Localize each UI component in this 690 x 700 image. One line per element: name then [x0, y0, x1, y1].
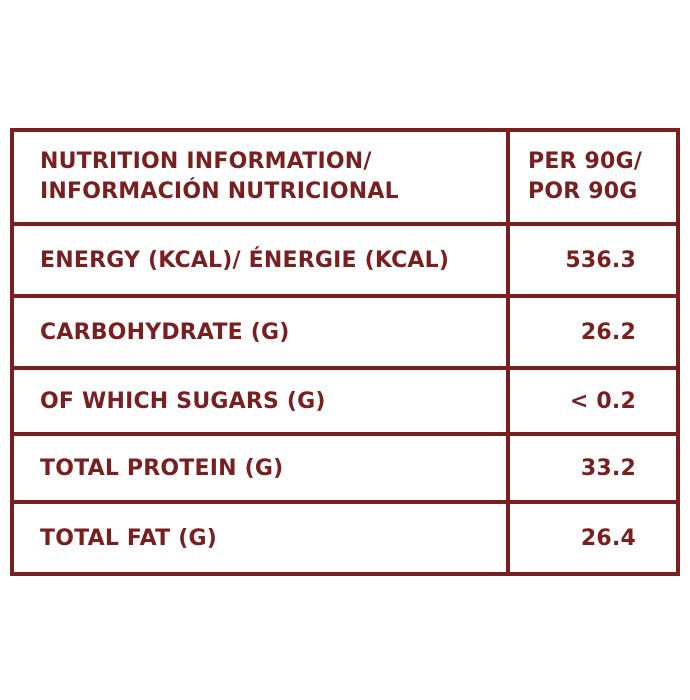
table-header-per: PER 90G/ POR 90G — [510, 132, 676, 222]
row-sugars-value: < 0.2 — [510, 370, 676, 432]
row-protein-label: TOTAL PROTEIN (G) — [14, 436, 506, 500]
row-carbohydrate-label: CARBOHYDRATE (G) — [14, 298, 506, 366]
row-protein-value: 33.2 — [510, 436, 676, 500]
header-title-line-2: INFORMACIÓN NUTRICIONAL — [40, 179, 399, 204]
row-energy-label: ENERGY (KCAL)/ ÉNERGIE (KCAL) — [14, 226, 506, 294]
row-fat-label: TOTAL FAT (G) — [14, 504, 506, 572]
nutrition-table: NUTRITION INFORMATION/ INFORMACIÓN NUTRI… — [10, 128, 680, 576]
table-header-title: NUTRITION INFORMATION/ INFORMACIÓN NUTRI… — [14, 132, 506, 222]
row-fat-value: 26.4 — [510, 504, 676, 572]
row-sugars-label: OF WHICH SUGARS (G) — [14, 370, 506, 432]
row-energy-value: 536.3 — [510, 226, 676, 294]
row-carbohydrate-value: 26.2 — [510, 298, 676, 366]
header-title-line-1: NUTRITION INFORMATION/ — [40, 149, 372, 174]
header-per-line-2: POR 90G — [528, 179, 638, 204]
header-per-line-1: PER 90G/ — [528, 149, 643, 174]
